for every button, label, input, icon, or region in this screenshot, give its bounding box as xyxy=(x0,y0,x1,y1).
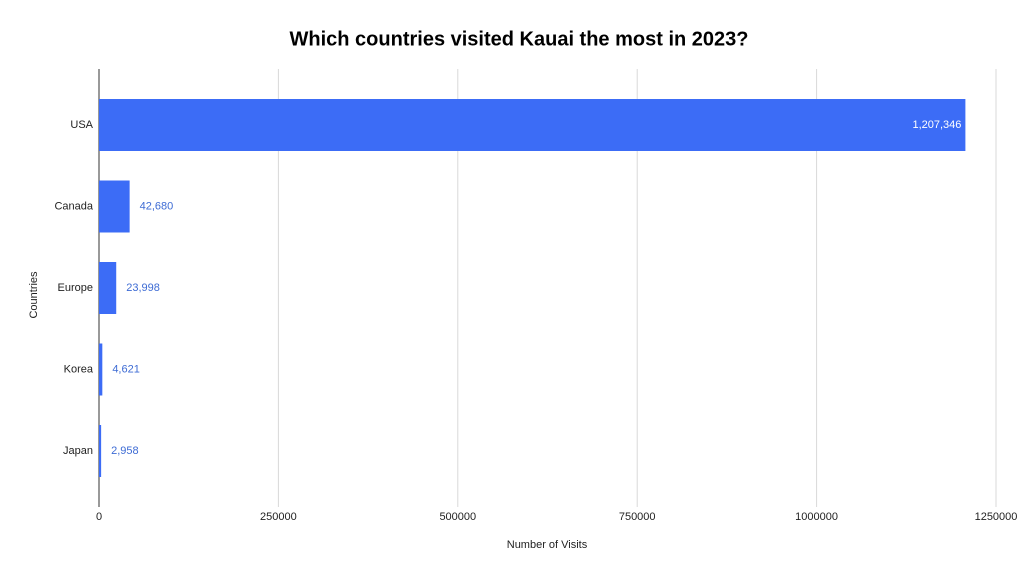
bar xyxy=(99,343,103,396)
x-tick-label: 500000 xyxy=(439,511,476,523)
x-tick-label: 1250000 xyxy=(975,511,1018,523)
x-tick-label: 250000 xyxy=(260,511,297,523)
x-tick-label: 1000000 xyxy=(795,511,838,523)
bar xyxy=(99,180,130,233)
bar xyxy=(99,425,102,477)
y-tick-label: Japan xyxy=(63,445,93,457)
value-label: 23,998 xyxy=(126,282,160,294)
x-axis-label: Number of Visits xyxy=(507,539,588,551)
value-label: 2,958 xyxy=(111,445,139,457)
y-tick-label: Europe xyxy=(58,282,93,294)
bar xyxy=(99,99,966,151)
y-axis-label: Countries xyxy=(28,271,40,319)
x-tick-label: 0 xyxy=(96,511,102,523)
value-label: 4,621 xyxy=(112,363,140,375)
y-tick-label: USA xyxy=(70,119,93,131)
y-tick-label: Canada xyxy=(54,200,93,212)
value-label: 42,680 xyxy=(140,200,174,212)
chart-title: Which countries visited Kauai the most i… xyxy=(290,28,749,50)
y-tick-label: Korea xyxy=(64,363,94,375)
x-tick-label: 750000 xyxy=(619,511,656,523)
bar xyxy=(99,262,117,314)
value-label: 1,207,346 xyxy=(912,119,961,131)
